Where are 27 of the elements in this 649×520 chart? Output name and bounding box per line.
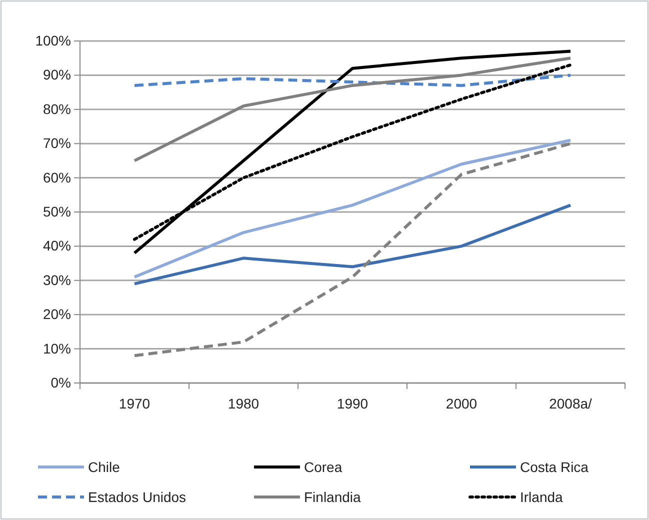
- y-tick-label: 20%: [42, 306, 71, 322]
- y-tick-label: 40%: [42, 238, 71, 254]
- x-tick-label: 1980: [228, 395, 260, 412]
- x-tick-label: 1990: [336, 395, 368, 412]
- y-tick-label: 70%: [42, 135, 71, 152]
- y-tick-label: 60%: [42, 169, 71, 186]
- y-tick-label: 50%: [42, 203, 71, 220]
- legend-label: Costa Rica: [520, 459, 589, 475]
- legend-label: Chile: [88, 459, 120, 475]
- x-tick-label: 2008a/: [549, 395, 592, 412]
- y-tick-label: 30%: [42, 272, 71, 288]
- legend-label: Corea: [304, 459, 342, 475]
- x-tick-label: 2000: [446, 395, 478, 412]
- line-series: [133, 56, 572, 162]
- line-series: [133, 142, 572, 358]
- y-tick-label: 80%: [42, 100, 71, 117]
- line-series: [133, 138, 572, 278]
- legend-label: Irlanda: [520, 489, 564, 505]
- y-tick-label: 0%: [50, 374, 71, 390]
- y-tick-label: 90%: [42, 66, 71, 83]
- y-tick-label: 10%: [42, 340, 71, 356]
- line-series: [133, 74, 572, 87]
- x-tick-label: 1970: [118, 395, 150, 412]
- legend-label: Finlandia: [304, 489, 362, 505]
- line-series: [133, 204, 572, 286]
- legend-label: Estados Unidos: [88, 489, 186, 505]
- y-tick-label: 100%: [35, 32, 71, 48]
